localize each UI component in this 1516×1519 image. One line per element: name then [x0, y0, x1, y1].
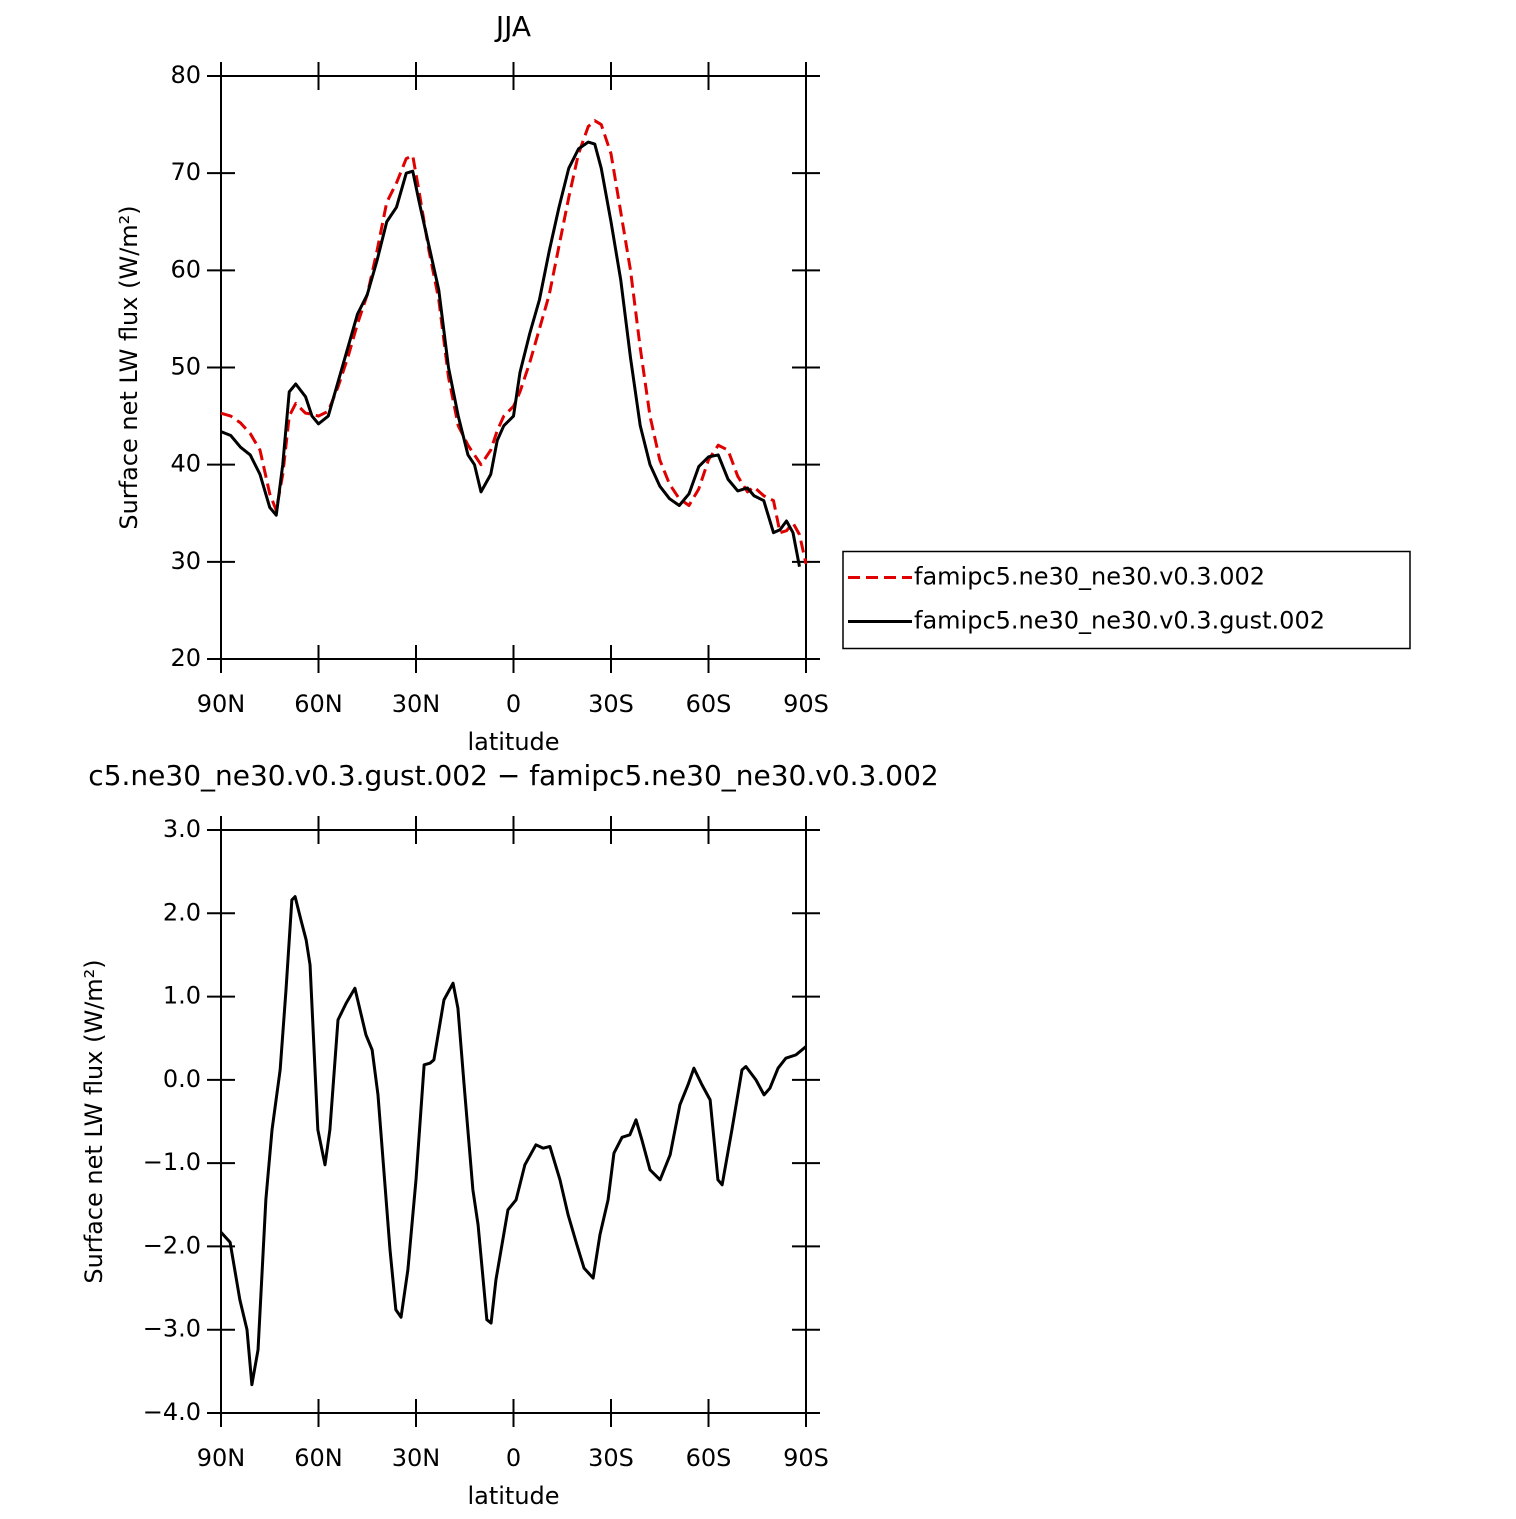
plot-frame: [220, 75, 807, 660]
x-tick-label: 30S: [588, 690, 634, 718]
x-tick-label: 30S: [588, 1444, 634, 1472]
y-tick-label: 50: [170, 353, 201, 381]
chart-title: c5.ne30_ne30.v0.3.gust.002 − famipc5.ne3…: [88, 759, 938, 792]
legend-label: famipc5.ne30_ne30.v0.3.gust.002: [914, 607, 1325, 635]
x-tick-label: 60S: [686, 1444, 732, 1472]
y-tick-label: 20: [170, 644, 201, 672]
y-axis-label: Surface net LW flux (W/m²): [115, 205, 143, 529]
x-tick-label: 90N: [197, 690, 246, 718]
y-tick-label: 2.0: [163, 898, 201, 926]
y-axis-label: Surface net LW flux (W/m²): [80, 959, 108, 1283]
data-line: [219, 895, 807, 1387]
y-tick-label: 40: [170, 450, 201, 478]
x-tick-label: 90S: [783, 1444, 829, 1472]
data-line: [220, 119, 808, 565]
x-tick-label: 30N: [392, 1444, 441, 1472]
legend-box: [842, 550, 1411, 650]
x-tick-label: 60N: [294, 1444, 343, 1472]
x-tick-label: 90N: [197, 1444, 246, 1472]
y-tick-label: 1.0: [163, 982, 201, 1010]
y-tick-label: 70: [170, 158, 201, 186]
y-tick-label: −1.0: [143, 1148, 201, 1176]
x-tick-label: 0: [506, 690, 521, 718]
x-tick-label: 60N: [294, 690, 343, 718]
y-tick-label: 0.0: [163, 1065, 201, 1093]
y-tick-label: −2.0: [143, 1231, 201, 1259]
x-tick-label: 0: [506, 1444, 521, 1472]
legend: famipc5.ne30_ne30.v0.3.002 famipc5.ne30_n…: [842, 550, 1411, 650]
data-line: [220, 140, 801, 567]
x-axis-label: latitude: [467, 1482, 559, 1510]
y-tick-label: −3.0: [143, 1315, 201, 1343]
y-tick-label: 3.0: [163, 815, 201, 843]
x-tick-label: 90S: [783, 690, 829, 718]
legend-label: famipc5.ne30_ne30.v0.3.002: [914, 563, 1265, 591]
y-tick-label: −4.0: [143, 1398, 201, 1426]
y-tick-label: 80: [170, 61, 201, 89]
chart-title: JJA: [494, 10, 531, 43]
plot-frame: [220, 829, 807, 1414]
x-axis-label: latitude: [467, 728, 559, 756]
y-tick-label: 60: [170, 255, 201, 283]
y-tick-label: 30: [170, 547, 201, 575]
x-tick-label: 60S: [686, 690, 732, 718]
x-tick-label: 30N: [392, 690, 441, 718]
